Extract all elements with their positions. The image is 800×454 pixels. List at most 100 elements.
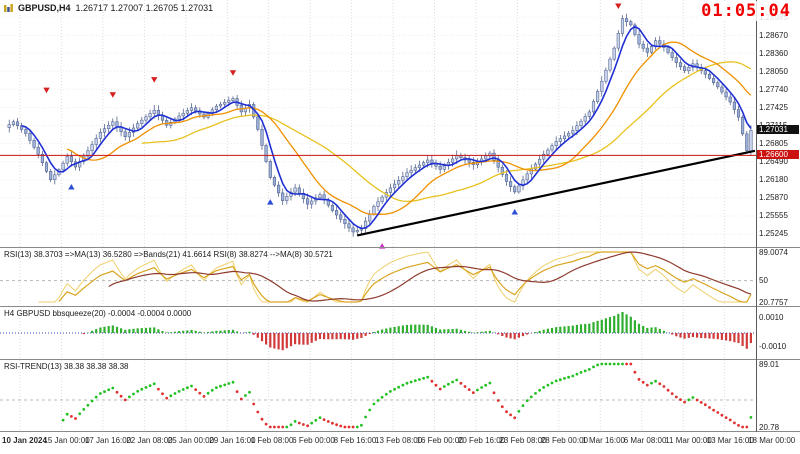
candle-countdown-timer: 01:05:04: [699, 1, 793, 21]
rsi-axis-label: 50: [759, 276, 768, 286]
rsi-trend-dot: [550, 381, 554, 385]
candle-body: [28, 133, 32, 141]
candle-body: [517, 185, 521, 193]
rsi-trend-dot: [244, 394, 247, 397]
time-axis-label: 20 Feb 16:00: [457, 436, 506, 445]
candle-body: [405, 172, 409, 177]
candle-body: [600, 80, 604, 92]
candle-body: [442, 165, 446, 170]
rsi-trend-dot: [401, 383, 405, 387]
candle-body: [65, 156, 69, 164]
rsi-trend-dot: [459, 381, 463, 385]
candle-body: [223, 102, 227, 105]
rsi-trend-dot: [206, 391, 210, 395]
rsi-trend-dot: [703, 403, 707, 407]
rsi-trend-dot: [61, 418, 65, 422]
rsi-trend-dot: [625, 362, 628, 366]
price-axis-label: 1.26805: [759, 139, 788, 148]
rsi-trend-dot: [641, 380, 645, 384]
candle-body: [15, 121, 20, 126]
rsi-trend-dot: [297, 421, 301, 425]
candle-body: [293, 187, 297, 193]
candle-body: [372, 206, 376, 215]
rsi-trend-dot: [256, 410, 260, 414]
candle-body: [393, 183, 397, 189]
rsi-trend-dot: [111, 386, 115, 390]
candle-body: [330, 205, 334, 211]
candle-body: [728, 96, 732, 103]
candle-body: [335, 210, 339, 216]
rsi-trend-dot: [741, 425, 744, 429]
candle-body: [181, 112, 185, 117]
rsi-trend-dot: [737, 424, 740, 427]
rsi-trend-dot: [285, 425, 289, 429]
candle-body: [144, 116, 148, 121]
time-axis-label: 22 Jan 08:00: [126, 436, 173, 445]
candle-body: [716, 82, 720, 88]
squeeze-indicator-header: H4 GBPUSD bbsqueeze(20) -0.0004 -0.0004 …: [4, 309, 192, 318]
rsi-trend-dot: [451, 380, 454, 384]
time-axis-label: 10 Jan 2024: [2, 436, 47, 445]
candle-body: [741, 116, 745, 135]
price-axis-label: 1.28670: [759, 30, 788, 40]
rsi-trend-dot: [99, 392, 102, 395]
candle-body: [417, 164, 421, 168]
trend-axis-label: 89.01: [759, 359, 780, 369]
candle-body: [546, 149, 550, 155]
rsi-trend-dot: [587, 368, 591, 371]
price-axis[interactable]: 1.289851.286701.283601.280501.277401.274…: [756, 0, 800, 432]
candle-body: [339, 214, 343, 220]
rsi-trend-dot: [546, 383, 550, 387]
rsi8-line: [38, 251, 752, 303]
rsi-trend-dot: [322, 418, 326, 421]
time-axis[interactable]: 10 Jan 2024 15 Jan 00:00 17 Jan 16:00 22 Ja…: [0, 432, 800, 454]
rsi-trend-dot: [683, 400, 686, 404]
candle-body: [745, 133, 749, 151]
candle-body: [53, 174, 57, 180]
candle-body: [32, 140, 36, 148]
candle-body: [306, 198, 310, 205]
panel-divider-squeeze-trend[interactable]: [0, 359, 800, 360]
rsi-trend-dot: [645, 383, 649, 387]
candle-body: [123, 131, 127, 138]
candle-body: [484, 155, 488, 160]
time-axis-label: 8 Feb 16:00: [333, 436, 377, 445]
rsi-trend-dot: [583, 369, 587, 373]
rsi-trend-dot: [268, 425, 272, 429]
rsi-trend-dot: [132, 392, 135, 396]
candle-body: [571, 130, 575, 134]
candle-body: [189, 107, 194, 111]
rsi-trend-dot: [148, 384, 152, 387]
candle-body: [703, 70, 707, 75]
rsi-trend-dot: [202, 395, 206, 398]
price-axis-label: 1.25555: [759, 211, 788, 221]
panel-divider-main-rsi[interactable]: [0, 247, 800, 248]
rsi-trend-dot: [513, 416, 517, 420]
rsi-trend-dot: [670, 392, 674, 395]
rsi-trend-dot: [94, 395, 98, 399]
time-axis-label: 28 Feb 00:00: [540, 436, 588, 445]
rsi-trend-indicator-header: RSI-TREND(13) 38.38 38.38 38.38: [4, 362, 129, 371]
candle-body: [102, 128, 107, 133]
time-axis-label: 18 Mar 00:00: [748, 436, 796, 445]
current-price-label: 1.27031: [757, 125, 799, 135]
rsi-trend-dot: [418, 378, 421, 381]
rsi-trend-dot: [592, 365, 595, 369]
panel-divider-rsi-squeeze[interactable]: [0, 306, 800, 307]
rsi-trend-dot: [219, 384, 222, 388]
candle-body: [194, 107, 198, 112]
price-axis-label: 1.27425: [759, 103, 788, 113]
candle-body: [11, 121, 15, 125]
candle-body: [165, 119, 169, 126]
rsi-trend-dot: [260, 417, 264, 421]
rsi-trend-dot: [608, 362, 612, 366]
rsi-trend-dot: [442, 385, 446, 388]
icon-bar-3: [10, 3, 13, 12]
time-axis-label: 1 Feb 08:00: [250, 436, 294, 445]
buy-arrow-icon: [267, 199, 274, 205]
rsi-trend-dot: [409, 380, 413, 384]
rsi-axis-label: 20.7757: [759, 297, 788, 307]
time-axis-label: 6 Feb 00:00: [292, 436, 335, 445]
rsi-trend-dot: [165, 396, 169, 400]
